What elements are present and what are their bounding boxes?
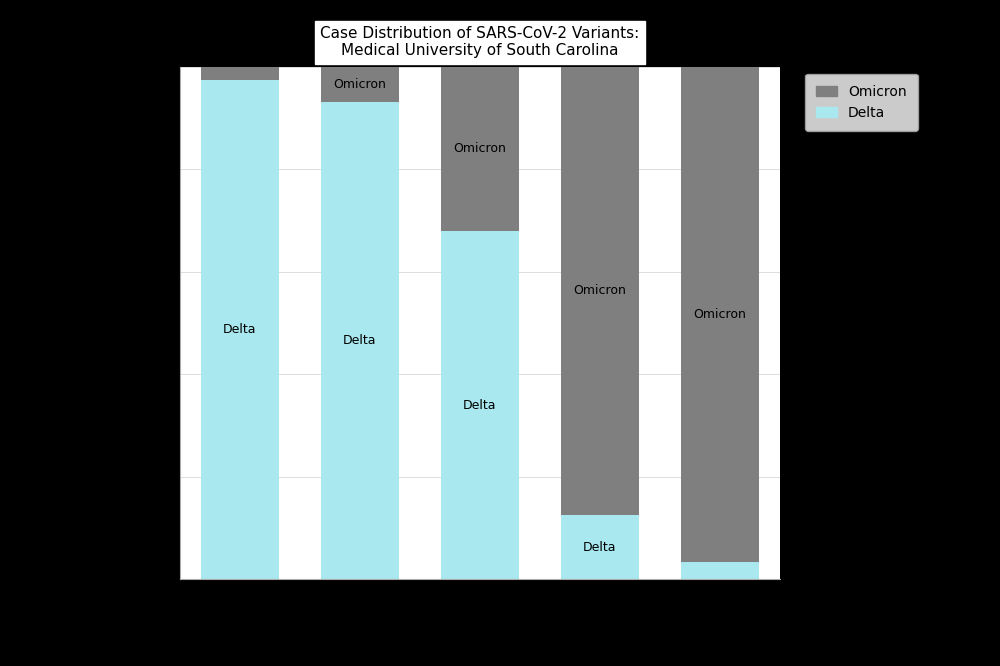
Text: n=86: n=86 xyxy=(343,46,377,59)
Bar xyxy=(561,515,639,579)
Text: n=106: n=106 xyxy=(459,46,501,59)
Text: n=74: n=74 xyxy=(223,46,257,59)
Bar xyxy=(441,231,519,579)
X-axis label: Collection Range: Collection Range xyxy=(421,603,539,617)
Title: Case Distribution of SARS-CoV-2 Variants:
Medical University of South Carolina: Case Distribution of SARS-CoV-2 Variants… xyxy=(320,26,640,59)
Text: Omicron: Omicron xyxy=(454,143,506,155)
Text: Omicron: Omicron xyxy=(694,308,746,321)
Text: Omicron: Omicron xyxy=(574,284,626,298)
Text: Delta: Delta xyxy=(583,541,617,554)
Bar xyxy=(561,67,639,515)
Text: Delta: Delta xyxy=(463,399,497,412)
Bar xyxy=(681,563,759,579)
Text: n=120: n=120 xyxy=(699,46,741,59)
Bar xyxy=(321,67,399,103)
Y-axis label: % Lineage: % Lineage xyxy=(120,287,134,359)
Text: n=64: n=64 xyxy=(583,46,617,59)
Bar xyxy=(201,81,279,579)
Legend: Omicron, Delta: Omicron, Delta xyxy=(805,73,918,131)
Text: Delta: Delta xyxy=(223,324,257,336)
Bar xyxy=(201,67,279,81)
Bar xyxy=(441,67,519,231)
Bar xyxy=(681,67,759,563)
Text: Omicron: Omicron xyxy=(334,78,386,91)
Bar xyxy=(321,103,399,579)
Text: Delta: Delta xyxy=(343,334,377,348)
